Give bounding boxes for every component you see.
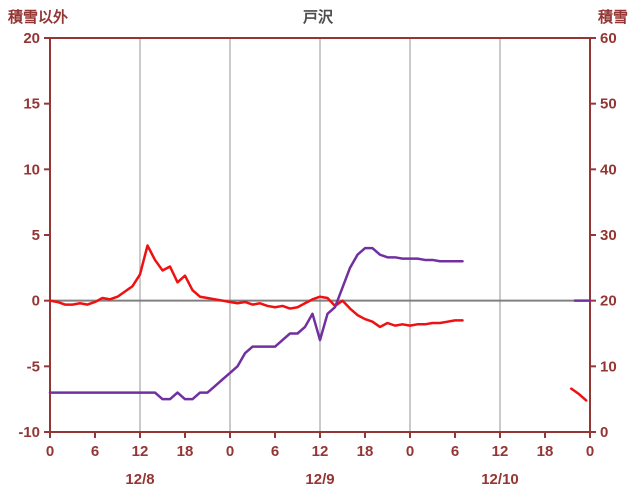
x-axis-tick-label: 12 [132, 443, 149, 460]
right-axis-tick-label: 50 [600, 96, 617, 113]
left-axis-tick-label: 10 [23, 161, 40, 178]
right-axis-tick-label: 10 [600, 358, 617, 375]
x-axis-tick-label: 18 [357, 443, 374, 460]
left-axis-tick-label: 20 [23, 30, 40, 47]
date-label: 12/9 [305, 471, 334, 488]
x-axis-tick-label: 18 [177, 443, 194, 460]
left-axis-title: 積雪以外 [8, 9, 69, 26]
left-axis-tick-label: -10 [18, 424, 40, 441]
x-axis-tick-label: 18 [537, 443, 554, 460]
right-axis-tick-label: 0 [600, 424, 608, 441]
chart-title: 戸沢 [302, 9, 333, 26]
left-axis-tick-label: 0 [32, 293, 40, 310]
right-axis-tick-label: 20 [600, 293, 617, 310]
x-axis-tick-label: 0 [406, 443, 414, 460]
left-axis-tick-label: 15 [23, 96, 40, 113]
date-label: 12/10 [481, 471, 519, 488]
date-label: 12/8 [125, 471, 154, 488]
x-axis-tick-label: 6 [271, 443, 279, 460]
right-axis-tick-label: 60 [600, 30, 617, 47]
x-axis-tick-label: 6 [451, 443, 459, 460]
x-axis-tick-label: 0 [586, 443, 594, 460]
x-axis-tick-label: 0 [226, 443, 234, 460]
left-axis-tick-label: -5 [27, 358, 40, 375]
left-axis-tick-label: 5 [32, 227, 40, 244]
right-axis-tick-label: 30 [600, 227, 617, 244]
non-snow-series-line [48, 244, 464, 329]
non-snow-series-line [570, 387, 588, 402]
right-axis-tick-label: 40 [600, 161, 617, 178]
right-axis-title: 積雪 [597, 9, 628, 26]
x-axis-tick-label: 6 [91, 443, 99, 460]
x-axis-tick-label: 0 [46, 443, 54, 460]
x-axis-tick-label: 12 [312, 443, 329, 460]
x-axis-tick-label: 12 [492, 443, 509, 460]
snow-depth-series-line [48, 246, 464, 401]
